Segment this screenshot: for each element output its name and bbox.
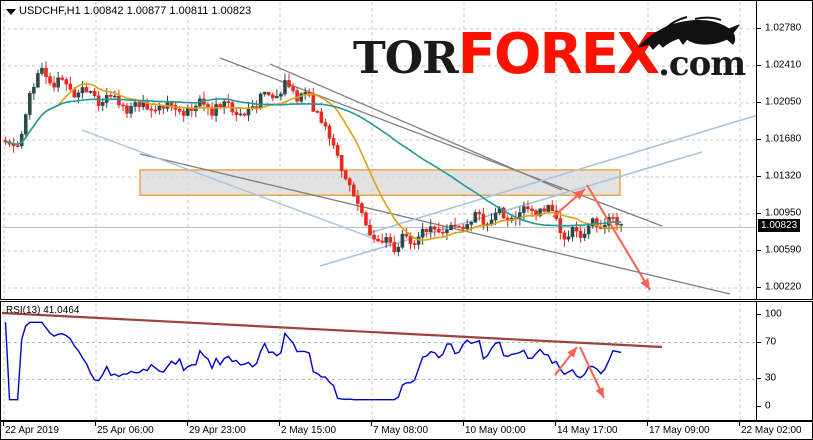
- price-axis-label: 1.02410: [765, 59, 802, 71]
- rsi-axis-label: 0: [765, 400, 771, 412]
- rsi-axis-label: 100: [765, 308, 782, 320]
- rsi-axis: 100 70 30 0: [756, 302, 812, 420]
- rsi-axis-tick: [757, 378, 761, 380]
- time-axis-tick: [371, 422, 372, 426]
- time-axis-label: 2 May 15:00: [281, 425, 337, 436]
- time-axis-tick: [3, 422, 4, 426]
- price-axis-tick: [757, 139, 761, 140]
- price-axis-tick: [757, 28, 761, 29]
- time-axis-label: 17 May 09:00: [649, 425, 710, 436]
- rsi-axis-label: 30: [765, 372, 777, 384]
- symbol-header: USDCHF,H1 1.00842 1.00877 1.00811 1.0082…: [19, 5, 252, 17]
- rsi-chart-panel[interactable]: 100 70 30 0 RSI(13) 41.0464: [0, 301, 813, 421]
- price-axis-tick: [757, 65, 761, 66]
- price-axis-tick: [757, 102, 761, 103]
- time-axis-label: 10 May 00:00: [465, 425, 526, 436]
- price-axis-label: 1.01680: [765, 133, 802, 145]
- rsi-axis-label: 70: [765, 336, 777, 348]
- price-axis-label: 1.02050: [765, 96, 802, 108]
- price-axis-tick: [757, 213, 761, 214]
- price-plot-area[interactable]: [2, 2, 757, 300]
- chevron-down-icon[interactable]: [6, 9, 16, 15]
- price-chart-svg: [2, 2, 757, 300]
- rsi-axis-tick: [757, 406, 761, 407]
- price-axis-label: 1.02780: [765, 22, 802, 34]
- price-axis-tick: [757, 287, 761, 288]
- time-axis-tick: [555, 422, 556, 426]
- price-axis-label: 1.01320: [765, 170, 802, 182]
- time-axis-tick: [279, 422, 280, 426]
- price-axis-tick: [757, 250, 761, 251]
- time-axis-label: 7 May 08:00: [373, 425, 429, 436]
- price-axis-label: 1.00950: [765, 207, 802, 219]
- rsi-axis-tick: [757, 314, 761, 315]
- time-axis-tick: [647, 422, 648, 426]
- time-axis-tick: [463, 422, 464, 426]
- price-chart-panel[interactable]: 1.02780 1.02410 1.02050 1.01680 1.01320 1.009…: [0, 0, 813, 330]
- rsi-indicator-label: RSI(13) 41.0464: [6, 305, 80, 316]
- time-axis-label: 25 Apr 06:00: [97, 425, 154, 436]
- price-axis-tick: [757, 176, 761, 177]
- time-axis-label: 22 Apr 2019: [5, 425, 59, 436]
- rsi-chart-svg: [2, 303, 757, 421]
- rsi-axis-tick: [757, 341, 761, 343]
- time-axis-label: 22 May 02:00: [741, 425, 802, 436]
- price-axis: 1.02780 1.02410 1.02050 1.01680 1.01320 1.009…: [756, 1, 812, 330]
- price-axis-label: 1.00590: [765, 244, 802, 256]
- time-axis-tick: [739, 422, 740, 426]
- price-axis-label: 1.00220: [765, 281, 802, 293]
- time-axis: 22 Apr 2019 25 Apr 06:00 29 Apr 23:00 2 May…: [0, 421, 813, 440]
- time-axis-label: 29 Apr 23:00: [189, 425, 246, 436]
- time-axis-tick: [95, 422, 96, 426]
- current-price-tag: 1.00823: [758, 219, 801, 233]
- rsi-plot-area[interactable]: [2, 303, 757, 421]
- time-axis-tick: [187, 422, 188, 426]
- time-axis-label: 14 May 17:00: [557, 425, 618, 436]
